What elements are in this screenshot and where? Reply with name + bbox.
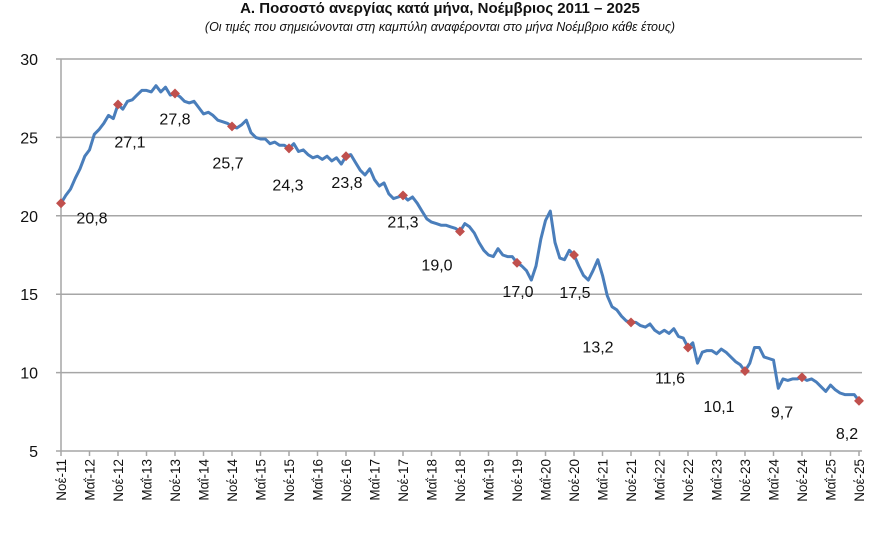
x-tick-label: Νοέ-22 bbox=[681, 459, 696, 502]
x-tick-label: Μαΐ-17 bbox=[368, 459, 383, 501]
x-axis-ticks: Νοέ-11 Μαΐ-12 Νοέ-12 Μαΐ-13 Νοέ-13 Μαΐ-14 Νοέ-… bbox=[54, 451, 867, 502]
data-point-marker bbox=[284, 143, 294, 154]
y-tick-label: 30 bbox=[20, 52, 38, 69]
chart-subtitle: (Οι τιμές που σημειώνονται στη καμπύλη α… bbox=[204, 20, 676, 34]
data-label: 24,3 bbox=[272, 177, 303, 194]
x-tick-label: Μαΐ-20 bbox=[539, 459, 554, 501]
data-label: 21,3 bbox=[387, 214, 418, 231]
data-label: 13,2 bbox=[582, 339, 613, 356]
x-tick-label: Νοέ-19 bbox=[510, 459, 525, 502]
x-tick-label: Μαΐ-25 bbox=[824, 459, 839, 501]
x-tick-label: Μαΐ-18 bbox=[425, 459, 440, 501]
x-tick-label: Μαΐ-14 bbox=[197, 459, 212, 501]
x-tick-label: Νοέ-20 bbox=[567, 459, 582, 502]
series-unemployment-rate bbox=[59, 84, 861, 402]
x-tick-label: Μαΐ-24 bbox=[767, 459, 782, 501]
x-tick-label: Νοέ-14 bbox=[225, 459, 240, 502]
data-label: 20,8 bbox=[76, 210, 107, 227]
data-point-marker bbox=[797, 372, 807, 383]
data-label: 19,0 bbox=[421, 257, 452, 274]
data-label: 23,8 bbox=[331, 175, 362, 192]
x-tick-label: Νοέ-24 bbox=[795, 459, 810, 502]
data-point-marker bbox=[512, 257, 522, 268]
data-label: 25,7 bbox=[212, 155, 243, 172]
y-tick-label: 5 bbox=[29, 444, 38, 461]
unemployment-line bbox=[59, 84, 861, 402]
data-label: 17,0 bbox=[502, 284, 533, 301]
x-tick-label: Νοέ-23 bbox=[738, 459, 753, 502]
x-tick-label: Νοέ-11 bbox=[54, 459, 69, 501]
x-tick-label: Μαΐ-21 bbox=[596, 459, 611, 501]
y-tick-label: 10 bbox=[20, 366, 38, 383]
x-tick-label: Μαΐ-13 bbox=[140, 459, 155, 501]
data-point-marker bbox=[455, 226, 465, 237]
data-label: 8,2 bbox=[836, 426, 858, 443]
x-tick-label: Μαΐ-22 bbox=[653, 459, 668, 501]
x-tick-label: Μαΐ-12 bbox=[83, 459, 98, 501]
x-tick-label: Νοέ-18 bbox=[453, 459, 468, 502]
x-tick-label: Νοέ-21 bbox=[624, 459, 639, 502]
data-label: 27,1 bbox=[114, 134, 145, 151]
november-markers bbox=[56, 88, 864, 406]
x-tick-label: Νοέ-25 bbox=[852, 459, 867, 502]
data-point-marker bbox=[170, 88, 180, 99]
data-label: 10,1 bbox=[703, 399, 734, 416]
x-tick-label: Νοέ-12 bbox=[111, 459, 126, 502]
data-label: 11,6 bbox=[655, 371, 685, 388]
data-point-marker bbox=[398, 190, 408, 201]
data-labels: 20,8 27,1 27,8 25,7 24,3 23,8 21,3 19,0 17,0 17,5… bbox=[76, 111, 858, 442]
x-tick-label: Νοέ-17 bbox=[396, 459, 411, 502]
data-point-marker bbox=[341, 151, 351, 162]
data-point-marker bbox=[740, 366, 750, 376]
data-point-marker bbox=[683, 342, 693, 353]
chart-title: Α. Ποσοστό ανεργίας κατά μήνα, Νοέμβριος… bbox=[240, 0, 640, 17]
y-axis-ticks: 5 10 15 20 25 30 bbox=[20, 52, 38, 461]
x-tick-label: Μαΐ-19 bbox=[482, 459, 497, 501]
x-tick-label: Μαΐ-23 bbox=[710, 459, 725, 501]
data-label: 27,8 bbox=[159, 111, 190, 128]
gridlines bbox=[56, 58, 862, 452]
x-tick-label: Μαΐ-16 bbox=[311, 459, 326, 501]
data-point-marker bbox=[227, 121, 237, 132]
data-point-marker bbox=[626, 317, 636, 328]
data-point-marker bbox=[569, 250, 579, 260]
y-tick-label: 15 bbox=[20, 287, 38, 304]
data-label: 17,5 bbox=[559, 285, 590, 302]
data-label: 9,7 bbox=[771, 404, 793, 421]
x-tick-label: Νοέ-15 bbox=[282, 459, 297, 502]
data-point-marker bbox=[56, 198, 66, 209]
x-tick-label: Νοέ-16 bbox=[339, 459, 354, 502]
y-tick-label: 25 bbox=[20, 130, 38, 147]
data-point-marker bbox=[854, 395, 864, 406]
data-point-marker bbox=[113, 99, 123, 110]
x-tick-label: Νοέ-13 bbox=[168, 459, 183, 502]
y-tick-label: 20 bbox=[20, 209, 38, 226]
x-tick-label: Μαΐ-15 bbox=[254, 459, 269, 501]
